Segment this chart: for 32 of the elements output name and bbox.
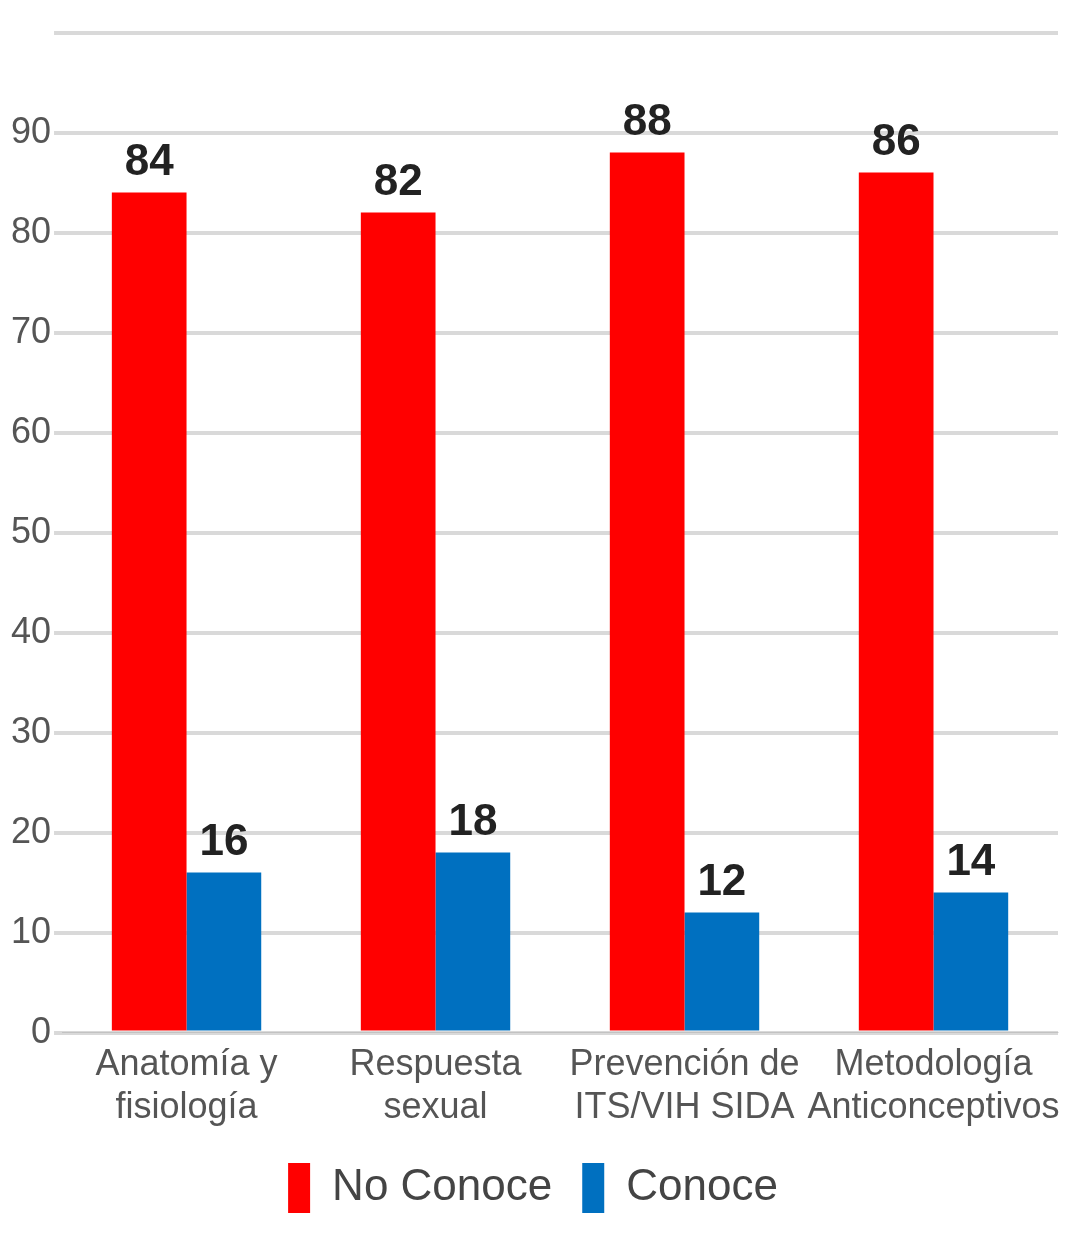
y-tick-label: 40 — [11, 609, 52, 651]
bar — [360, 212, 436, 1031]
bar — [435, 852, 511, 1031]
bar — [609, 152, 685, 1031]
y-tick-label: 20 — [11, 809, 52, 851]
data-label: 82 — [373, 154, 423, 204]
y-tick-label: 90 — [11, 109, 52, 151]
bar — [858, 172, 934, 1031]
data-label: 86 — [871, 114, 921, 164]
legend-label: Conoce — [626, 1160, 778, 1210]
bar — [684, 912, 760, 1031]
x-tick-label: Metodología Anticonceptivos — [807, 1042, 1060, 1127]
x-tick-label: Respuesta sexual — [349, 1042, 523, 1127]
data-label: 12 — [697, 854, 747, 904]
y-tick-label: 80 — [11, 209, 52, 251]
y-tick-label: 70 — [11, 309, 52, 351]
y-tick-label: 0 — [31, 1009, 52, 1051]
data-label: 84 — [124, 134, 175, 184]
y-tick-label: 50 — [11, 509, 52, 551]
bar — [111, 192, 187, 1031]
x-tick-label: Prevención de ITS/VIH SIDA — [569, 1042, 800, 1127]
x-tick-label: Anatomía y fisiología — [95, 1042, 278, 1127]
bar — [186, 872, 262, 1031]
data-label: 16 — [199, 814, 249, 864]
y-tick-label: 10 — [11, 909, 52, 951]
y-tick-label: 60 — [11, 409, 52, 451]
data-label: 14 — [946, 834, 996, 884]
legend-label: No Conoce — [332, 1160, 553, 1210]
y-tick-label: 30 — [11, 709, 52, 751]
bar — [933, 892, 1009, 1031]
data-label: 88 — [622, 94, 672, 144]
data-label: 18 — [448, 794, 498, 844]
